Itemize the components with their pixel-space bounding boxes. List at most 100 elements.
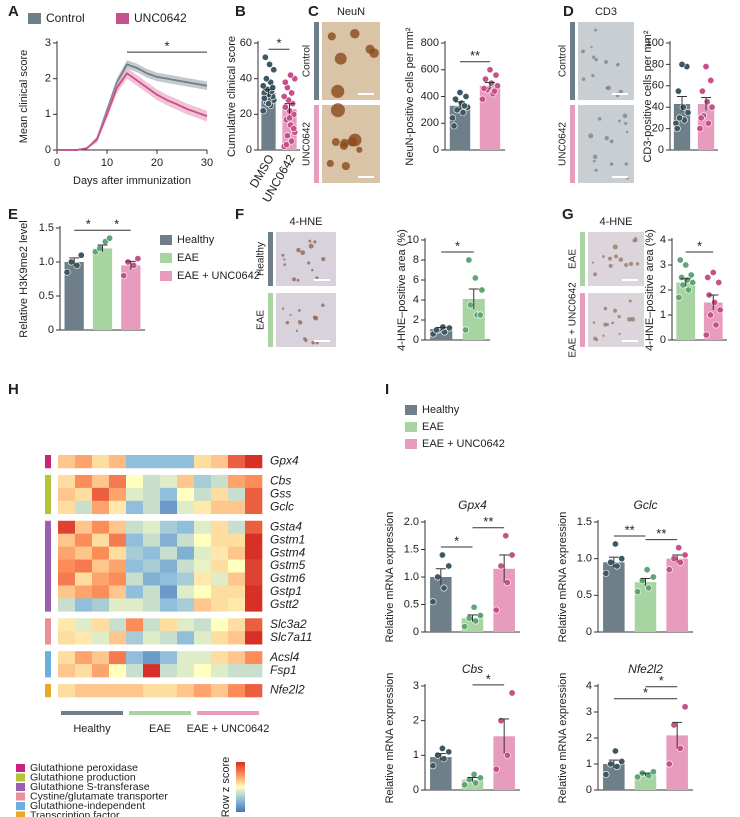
data-point	[472, 617, 480, 625]
heatmap-cell	[143, 500, 161, 515]
heatmap-cell	[126, 684, 144, 698]
y-tick-label: 0	[658, 144, 664, 156]
data-point	[602, 770, 610, 778]
y-tick-label: 0	[433, 144, 439, 156]
group-strip	[314, 22, 319, 100]
image-label: EAE + UNC0642	[568, 282, 579, 358]
row-group-strip	[45, 546, 51, 560]
heatmap-cell	[177, 500, 195, 515]
heatmap-cell	[126, 474, 144, 489]
heatmap-cell	[58, 684, 76, 698]
cell-stain	[581, 77, 586, 81]
image-label: EAE	[256, 310, 267, 330]
cell-stain	[592, 154, 598, 160]
heatmap-cell	[177, 559, 195, 573]
heatmap-cell	[228, 572, 246, 586]
data-point	[285, 114, 293, 122]
heatmap-cell	[75, 533, 93, 547]
legend-label: Healthy	[177, 234, 215, 246]
cell-stain	[628, 261, 634, 267]
heatmap-cell	[92, 520, 110, 534]
data-point	[493, 82, 501, 90]
row-label: Gstm4	[270, 545, 306, 559]
significance-label: *	[114, 217, 119, 232]
heatmap-cell	[143, 533, 161, 547]
significance-label: *	[86, 217, 91, 232]
data-point	[674, 87, 682, 95]
group-strip	[268, 293, 273, 347]
data-point	[270, 66, 278, 74]
data-point	[434, 751, 442, 759]
data-point	[448, 114, 456, 122]
heatmap-cell	[75, 618, 93, 632]
heatmap-cell	[194, 533, 212, 547]
bar	[121, 265, 141, 330]
data-point	[492, 606, 500, 614]
group-strip	[580, 232, 585, 286]
data-point	[681, 551, 689, 559]
heatmap-cell	[245, 572, 263, 586]
y-tick-label: 0	[413, 626, 419, 638]
data-point	[476, 774, 484, 782]
heatmap-cell	[92, 474, 110, 489]
cell-stain	[356, 146, 363, 153]
y-tick-label: 0.5	[39, 290, 54, 302]
legend-swatch	[405, 439, 417, 449]
data-point	[492, 71, 500, 79]
significance-label: **	[625, 522, 635, 537]
image-title: CD3	[595, 6, 617, 18]
heatmap-cell	[109, 598, 127, 612]
data-point	[487, 79, 495, 87]
cell-stain	[618, 119, 621, 123]
y-tick-label: 8	[413, 254, 419, 266]
y-tick-label: 40	[652, 101, 664, 113]
heatmap-cell	[92, 631, 110, 645]
heatmap-cell	[126, 598, 144, 612]
heatmap-cell	[177, 618, 195, 632]
data-point	[445, 748, 453, 756]
y-tick-label: 1.0	[39, 256, 54, 268]
data-point	[613, 562, 621, 570]
y-tick-label: 1	[586, 758, 592, 770]
row-group-strip	[45, 455, 51, 469]
significance-label: *	[486, 671, 491, 686]
data-point	[681, 703, 689, 711]
legend-label: EAE + UNC0642	[177, 270, 260, 282]
significance-label: *	[455, 238, 460, 253]
cell-stain	[618, 332, 621, 335]
data-point	[450, 122, 458, 130]
data-point	[96, 244, 104, 252]
error-band	[57, 67, 207, 150]
cell-stain	[289, 313, 292, 317]
heatmap-cell	[245, 651, 263, 665]
heatmap-cell	[228, 533, 246, 547]
y-tick-label: 4	[413, 294, 419, 306]
bar	[666, 558, 688, 632]
bar	[430, 329, 453, 340]
legend-label: Glutathione S-transferase	[30, 781, 150, 793]
heatmap-cell	[109, 585, 127, 599]
legend-swatch	[405, 405, 417, 415]
heatmap-cell	[160, 455, 178, 469]
y-tick-label: 400	[421, 90, 439, 102]
cell-stain	[283, 263, 287, 267]
y-axis-label: Mean clinical score	[18, 50, 30, 144]
heatmap-cell	[160, 651, 178, 665]
cell-stain	[635, 262, 640, 266]
heatmap-cell	[177, 631, 195, 645]
legend-swatch	[116, 13, 129, 24]
cell-stain	[624, 262, 629, 268]
heatmap-cell	[177, 684, 195, 698]
cell-stain	[603, 306, 608, 311]
row-group-strip	[45, 631, 51, 645]
data-point	[470, 603, 478, 611]
data-point	[445, 562, 453, 570]
heatmap-cell	[92, 598, 110, 612]
data-point	[613, 763, 621, 771]
heatmap-cell	[75, 487, 93, 502]
row-label: Gclc	[270, 499, 294, 513]
data-point	[429, 598, 437, 606]
data-point	[283, 132, 291, 140]
bar	[479, 85, 501, 150]
cell-stain	[628, 299, 632, 303]
